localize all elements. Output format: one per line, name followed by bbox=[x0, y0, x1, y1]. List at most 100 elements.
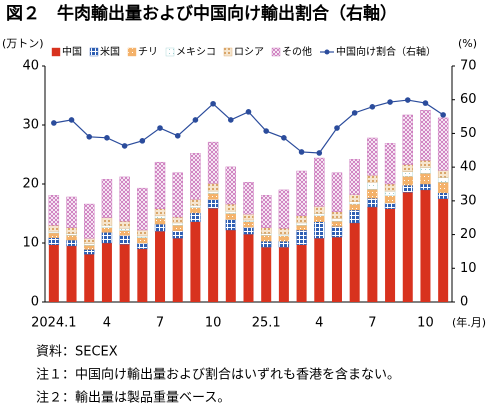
bar-segment bbox=[190, 153, 201, 200]
bar-segment bbox=[260, 241, 272, 248]
bar-segment bbox=[190, 205, 201, 208]
y2-tick-label: 40 bbox=[460, 160, 477, 175]
bar-segment bbox=[384, 195, 396, 204]
bar-segment bbox=[101, 243, 112, 302]
line-marker bbox=[334, 125, 340, 131]
bar-segment bbox=[296, 225, 307, 231]
legend-swatch bbox=[89, 47, 99, 57]
bar-segment bbox=[331, 211, 343, 220]
bar-segment bbox=[208, 208, 219, 302]
x-tick-label: 7 bbox=[368, 316, 376, 331]
bar-segment bbox=[101, 179, 113, 218]
y-tick-label: 30 bbox=[22, 118, 39, 133]
bar-segment bbox=[243, 234, 254, 302]
bar-segment bbox=[84, 245, 95, 250]
bar-segment bbox=[243, 219, 254, 222]
bar-segment bbox=[314, 215, 325, 222]
line-marker bbox=[281, 135, 287, 141]
legend-label: 米国 bbox=[100, 45, 120, 58]
bar-segment bbox=[420, 110, 431, 161]
y2-tick-label: 20 bbox=[460, 227, 477, 242]
note: 注１：中国向け輸出量および割合はいずれも香港を含まない。 bbox=[36, 367, 400, 383]
bar-segment bbox=[331, 226, 343, 238]
bar-segment bbox=[367, 197, 378, 208]
line-marker bbox=[174, 132, 181, 139]
bar-segment bbox=[278, 228, 290, 235]
x-tick-label: 2024.1 bbox=[31, 316, 77, 331]
bar-segment bbox=[119, 235, 130, 245]
line-marker bbox=[316, 150, 323, 156]
bar-segment bbox=[260, 233, 272, 236]
bar-segment bbox=[437, 192, 449, 199]
bar-segment bbox=[101, 225, 113, 228]
bar-segment bbox=[84, 203, 95, 239]
line-marker bbox=[245, 109, 252, 115]
legend-label: その他 bbox=[282, 45, 312, 58]
bar-segment bbox=[155, 231, 166, 302]
bar-segment bbox=[154, 215, 166, 219]
bar-segment bbox=[137, 242, 148, 250]
bar-segment bbox=[154, 161, 166, 209]
legend-label: チリ bbox=[138, 46, 158, 58]
line-marker bbox=[68, 117, 75, 123]
bar-segment bbox=[119, 220, 130, 229]
y2-tick-label: 70 bbox=[460, 59, 477, 74]
bar-segment bbox=[154, 208, 166, 217]
bar-segment bbox=[402, 114, 413, 165]
bar-segment bbox=[349, 194, 360, 202]
bar-segment bbox=[154, 223, 166, 232]
bar-segment bbox=[207, 141, 219, 184]
bar-segment bbox=[66, 233, 77, 236]
y2-tick-label: 50 bbox=[460, 126, 477, 141]
y2-tick-label: 60 bbox=[460, 92, 477, 107]
bar-segment bbox=[190, 221, 201, 302]
line-marker bbox=[210, 100, 216, 107]
bar-segment bbox=[119, 176, 130, 222]
legend-swatch bbox=[223, 47, 233, 57]
bar-segment bbox=[207, 199, 219, 209]
line-marker bbox=[263, 128, 269, 134]
y-tick-label: 40 bbox=[22, 59, 39, 74]
bar-segment bbox=[367, 207, 378, 302]
bar-segment bbox=[331, 237, 342, 302]
bar-segment bbox=[101, 232, 113, 244]
bar-segment bbox=[314, 157, 325, 207]
bar-segment bbox=[420, 167, 431, 174]
bar-segment bbox=[225, 203, 237, 212]
y2-tick-label: 10 bbox=[460, 261, 477, 276]
bar-segment bbox=[48, 225, 60, 232]
bar-segment bbox=[243, 221, 254, 228]
legend-swatch bbox=[165, 47, 175, 57]
line-marker bbox=[351, 110, 358, 116]
bar-segment bbox=[84, 249, 95, 255]
bar-segment bbox=[172, 172, 183, 218]
bar-segment bbox=[402, 176, 413, 186]
line-marker bbox=[121, 143, 128, 149]
bar-segment bbox=[349, 159, 360, 195]
line-marker bbox=[228, 117, 234, 123]
bar-segment bbox=[225, 219, 237, 231]
note: 資料：SECEX bbox=[36, 345, 118, 360]
bar-segment bbox=[119, 244, 130, 302]
bar-segment bbox=[243, 213, 254, 221]
x-axis-label: (年.月) bbox=[452, 315, 486, 329]
bar-segment bbox=[207, 190, 219, 194]
legend-label: 中国 bbox=[62, 45, 82, 58]
bar-segment bbox=[367, 137, 378, 176]
y2-tick-label: 0 bbox=[460, 295, 468, 310]
bar-segment bbox=[437, 177, 449, 183]
line-marker bbox=[387, 99, 393, 105]
x-tick-label: 10 bbox=[205, 316, 222, 331]
line-marker bbox=[369, 103, 376, 110]
bar-segment bbox=[314, 221, 325, 239]
bar-segment bbox=[48, 237, 60, 245]
legend-swatch bbox=[271, 47, 281, 57]
bar-segment bbox=[243, 226, 254, 235]
bar-segment bbox=[225, 230, 236, 302]
bar-segment bbox=[48, 230, 60, 234]
bar-segment bbox=[190, 199, 201, 206]
bar-segment bbox=[101, 217, 113, 226]
line-marker bbox=[404, 97, 411, 103]
bar-segment bbox=[437, 182, 449, 194]
